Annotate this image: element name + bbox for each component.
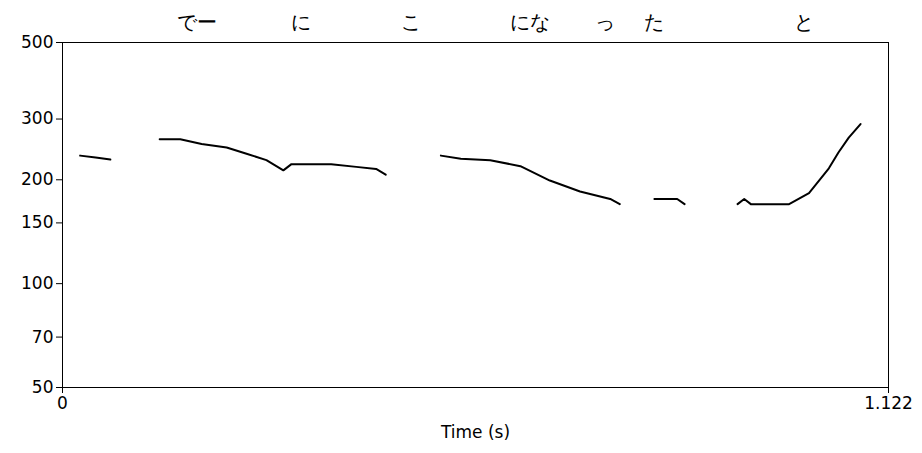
svg-text:と: と	[794, 10, 814, 34]
svg-text:200: 200	[21, 169, 53, 189]
svg-text:70: 70	[32, 327, 54, 347]
svg-text:こ: こ	[401, 10, 421, 34]
svg-text:500: 500	[21, 32, 53, 52]
svg-text:300: 300	[21, 108, 53, 128]
svg-text:に: に	[291, 10, 311, 34]
svg-text:150: 150	[21, 212, 53, 232]
svg-text:100: 100	[21, 273, 53, 293]
svg-text:っ: っ	[595, 10, 615, 34]
svg-text:50: 50	[32, 377, 54, 397]
svg-text:た: た	[644, 10, 664, 34]
svg-text:1.122: 1.122	[864, 393, 913, 413]
svg-text:0: 0	[57, 393, 68, 413]
svg-text:Time (s): Time (s)	[440, 422, 510, 442]
svg-text:にな: にな	[510, 10, 550, 34]
svg-text:でー: でー	[177, 10, 217, 34]
